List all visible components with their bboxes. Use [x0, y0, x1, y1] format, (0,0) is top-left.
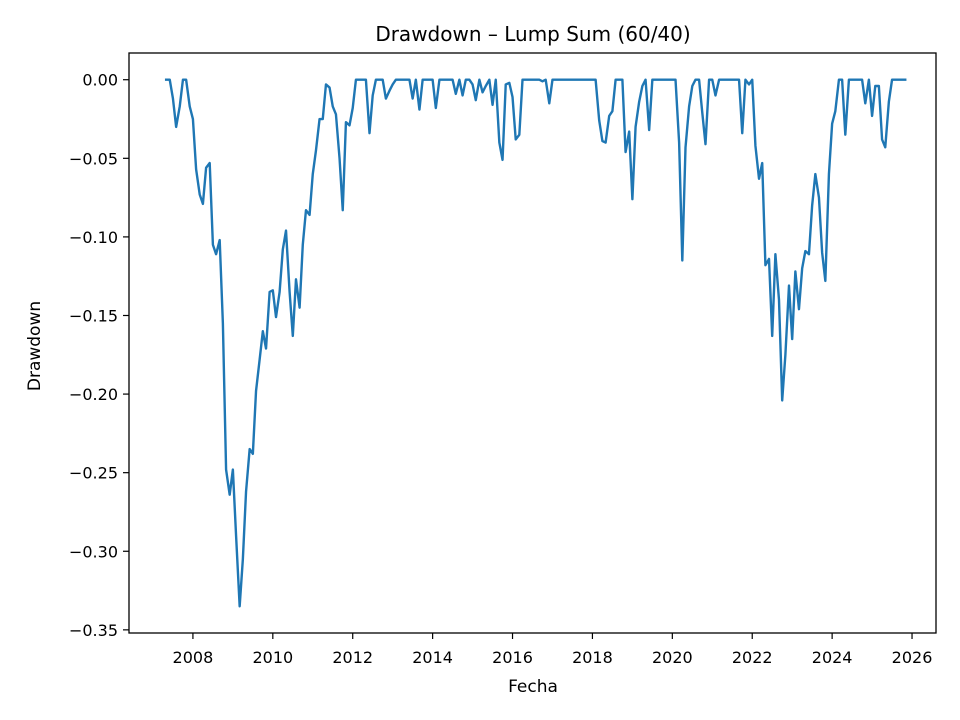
y-tick-label: −0.15: [69, 306, 118, 325]
x-tick-label: 2008: [173, 648, 214, 667]
y-tick-label: −0.05: [69, 149, 118, 168]
y-tick-label: −0.35: [69, 621, 118, 640]
x-axis-ticks: 2008 2010 2012 2014 2016 2018 2020 2022 2024 2026: [173, 633, 933, 667]
y-tick-label: −0.20: [69, 385, 118, 404]
x-tick-label: 2014: [412, 648, 453, 667]
plot-frame: [128, 52, 937, 634]
x-tick-label: 2010: [252, 648, 293, 667]
y-axis-label: Drawdown: [25, 301, 45, 391]
y-tick-label: −0.25: [69, 464, 118, 483]
x-tick-label: 2020: [652, 648, 693, 667]
x-axis-label: Fecha: [508, 677, 558, 697]
chart-title: Drawdown – Lump Sum (60/40): [375, 22, 690, 46]
x-tick-label: 2012: [332, 648, 373, 667]
drawdown-series-line: [164, 78, 907, 608]
x-tick-label: 2022: [732, 648, 773, 667]
x-tick-label: 2024: [812, 648, 853, 667]
x-tick-label: 2026: [892, 648, 933, 667]
x-tick-label: 2018: [572, 648, 613, 667]
y-axis-ticks: 0.00 −0.05 −0.10 −0.15 −0.20 −0.25 −0.30 −0.35: [69, 71, 129, 640]
y-tick-label: −0.30: [69, 542, 118, 561]
y-tick-label: 0.00: [82, 71, 118, 90]
y-tick-label: −0.10: [69, 228, 118, 247]
x-tick-label: 2016: [492, 648, 533, 667]
